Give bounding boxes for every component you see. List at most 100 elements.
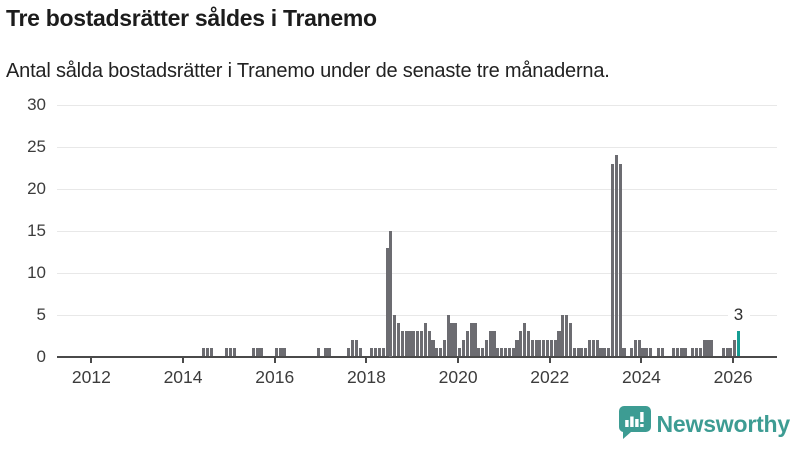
bar [492,331,496,357]
bar [416,331,420,357]
bar [282,348,286,357]
bar [435,348,439,357]
bar [649,348,653,357]
bar [599,348,603,357]
bar [439,348,443,357]
bar [458,348,462,357]
gridline-y-5 [57,314,777,316]
bar [442,339,446,357]
bar [542,339,546,357]
x-axis-tick-label: 2014 [163,366,203,387]
bar [202,348,206,357]
bar [729,348,733,357]
x-axis-tick-label: 2016 [255,366,295,387]
bar [538,339,542,357]
bar [565,314,569,357]
bar [618,163,622,357]
bar [725,348,729,357]
bar [232,348,236,357]
bar [465,331,469,357]
bar [672,348,676,357]
bar [507,348,511,357]
x-axis-tick-label: 2020 [438,366,478,387]
bar [431,339,435,357]
bar [496,348,500,357]
bar [523,322,527,357]
bar [591,339,595,357]
gridline-y-30 [57,105,777,106]
bar [614,155,618,357]
bar [656,348,660,357]
bar [278,348,282,357]
bar [610,163,615,357]
x-axis-tick [732,357,735,363]
bar [370,348,374,357]
bar [484,339,488,357]
bar [595,339,599,357]
bar [584,348,588,357]
y-axis-tick-label: 5 [36,304,46,324]
y-axis-tick-label: 20 [27,178,46,198]
gridline-y-15 [57,230,777,232]
bar [515,339,519,357]
gridline-y-10 [57,272,777,274]
x-axis-tick [182,357,185,363]
bar [324,348,328,357]
x-axis-tick [640,357,643,363]
highlighted-bar [736,331,741,357]
bar [706,339,710,357]
bar [503,348,508,357]
x-axis-tick-label: 2022 [530,366,570,387]
bar [354,339,359,357]
bar [622,348,626,357]
bar [721,348,725,357]
bar [469,322,473,357]
newsworthy-wordmark: Newsworthy [656,411,791,437]
bar [446,314,450,357]
y-axis-tick-label: 30 [27,95,46,114]
bar [530,339,534,357]
bar [587,339,592,357]
bar [412,331,416,357]
x-axis-tick [90,357,93,363]
bar [408,331,412,357]
x-axis-tick [365,357,368,363]
highlight-value-label: 3 [727,306,750,325]
bar [481,348,485,357]
bar [561,314,565,357]
bar [568,322,573,357]
bar [423,322,427,357]
x-axis-tick-label: 2024 [621,366,661,387]
bar [545,339,550,357]
bar [679,348,683,357]
bar [603,348,607,357]
bar [553,339,557,357]
bar [488,331,492,357]
bar [519,331,523,357]
bar [347,348,351,357]
bar [580,348,584,357]
bar [572,348,576,357]
bar [255,348,259,357]
bar [393,314,397,357]
bar [733,339,737,357]
bar [454,322,458,357]
bar [251,348,255,357]
newsworthy-logo: Newsworthy [617,405,790,444]
bar [630,348,634,357]
y-axis-tick-label: 10 [27,262,46,282]
gridline-y-20 [57,188,777,190]
bar [385,247,389,357]
bar [675,348,679,357]
bar [641,348,645,357]
x-axis-tick [457,357,460,363]
x-axis-tick-label: 2012 [71,366,111,387]
bar [702,339,706,357]
x-axis-tick [548,357,551,363]
page-title: Tre bostadsrätter såldes i Tranemo [6,5,377,31]
bar [389,230,393,357]
bar [526,331,530,357]
bar [209,348,213,357]
bar [205,348,210,357]
